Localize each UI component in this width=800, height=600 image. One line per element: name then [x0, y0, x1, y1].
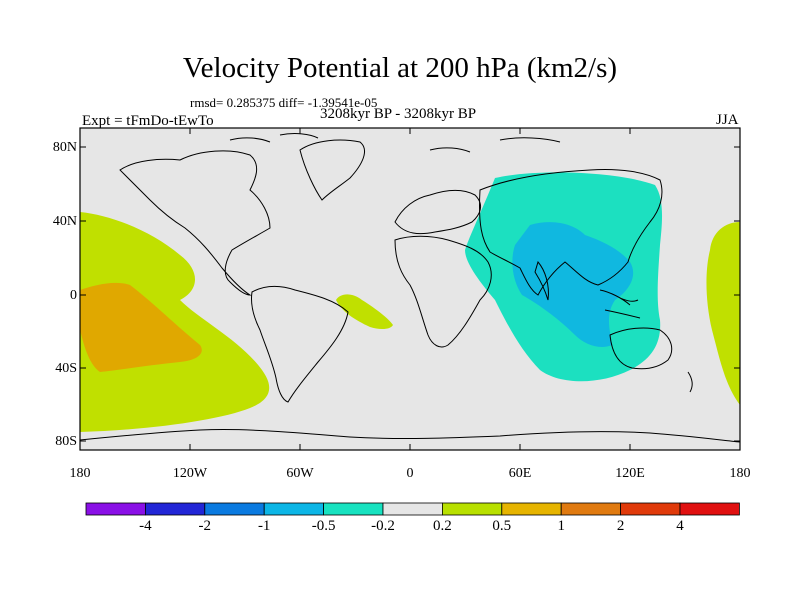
colorbar-label: 0.2: [433, 518, 452, 534]
colorbar-label: 0.5: [492, 518, 512, 534]
lat-label-80s: 80S: [55, 434, 77, 449]
coast-australia: [609, 327, 673, 370]
lat-label-40n: 40N: [52, 214, 77, 229]
coast-india: [534, 260, 549, 301]
contour-east-edge-positive: [706, 222, 740, 405]
coast-south-america: [251, 286, 349, 403]
stats-text: rmsd= 0.285375 diff= -1.39541e-05: [190, 95, 378, 110]
colorbar-label: 2: [616, 518, 625, 534]
lon-label-180w: 180: [69, 466, 91, 481]
coast-new-zealand: [687, 371, 693, 393]
coast-greenland: [299, 139, 365, 201]
period-label: 3208kyr BP - 3208kyr BP: [320, 106, 477, 122]
coast-antarctica: [79, 429, 741, 443]
coastlines: [79, 133, 741, 443]
colorbar-label: -2: [198, 518, 212, 534]
experiment-label: Expt = tFmDo-tEwTo: [82, 113, 214, 129]
lat-label-40s: 40S: [55, 361, 77, 376]
lon-label-120e: 120E: [615, 466, 645, 481]
colorbar-box: [263, 502, 325, 516]
contour-atlantic-positive: [336, 294, 393, 330]
colorbar-box: [204, 502, 265, 516]
colorbar-label: 4: [676, 518, 684, 534]
colorbar-box: [560, 502, 622, 516]
axis-ticks: [79, 128, 741, 450]
coast-europe: [394, 190, 482, 235]
colorbar-box: [501, 502, 562, 516]
contour-pacific-positive: [80, 212, 270, 432]
colorbar-box: [382, 502, 443, 516]
lon-label-60w: 60W: [286, 466, 314, 481]
colorbar-box: [85, 502, 146, 516]
lon-label-120w: 120W: [172, 466, 208, 481]
coast-asia: [479, 169, 663, 296]
coast-africa: [394, 235, 492, 348]
colorbar-label: -1: [257, 518, 271, 534]
colorbar-box: [620, 502, 681, 516]
contour-pacific-positive-strong: [80, 282, 202, 372]
lon-label-180e: 180: [729, 466, 751, 481]
colorbar: [85, 502, 740, 516]
lon-label-0: 0: [406, 466, 414, 481]
contour-asia-negative-strong: [512, 222, 634, 347]
lat-label-0: 0: [70, 288, 77, 303]
lat-label-80n: 80N: [52, 140, 77, 155]
colorbar-box: [441, 502, 503, 516]
coast-north-america: [119, 150, 271, 296]
colorbar-label: -4: [139, 518, 152, 534]
colorbar-label: -0.5: [311, 518, 336, 534]
colorbar-label: 1: [557, 518, 565, 534]
coast-southeast-asia-islands: [599, 289, 641, 319]
season-label: JJA: [716, 112, 739, 128]
chart-title: Velocity Potential at 200 hPa (km2/s): [182, 52, 618, 84]
coast-arctic-islands: [229, 133, 561, 153]
colorbar-box: [679, 502, 740, 516]
colorbar-box: [144, 502, 206, 516]
colorbar-label: -0.2: [371, 518, 395, 534]
colorbar-box: [323, 502, 384, 516]
lon-label-60e: 60E: [508, 466, 532, 481]
